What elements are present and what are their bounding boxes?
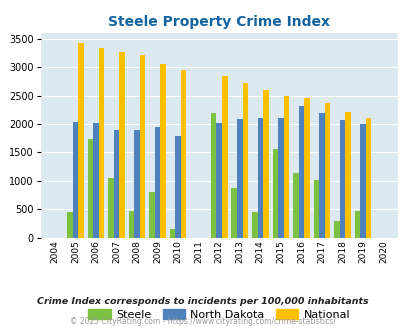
Legend: Steele, North Dakota, National: Steele, North Dakota, National [84,305,354,324]
Bar [72,122,78,238]
Bar [160,64,166,238]
Bar [78,43,83,238]
Bar [262,90,268,238]
Bar [303,98,309,238]
Text: © 2025 CityRating.com - https://www.cityrating.com/crime-statistics/: © 2025 CityRating.com - https://www.city… [70,317,335,326]
Bar [119,52,125,238]
Bar [237,119,242,238]
Bar [298,106,303,238]
Bar [134,130,140,238]
Bar [344,112,350,238]
Bar [140,54,145,238]
Bar [318,113,324,238]
Bar [283,96,288,238]
Bar [242,83,247,238]
Bar [113,130,119,238]
Bar [128,211,134,238]
Bar [292,173,298,238]
Bar [333,221,339,238]
Bar [216,123,222,238]
Bar [108,178,113,238]
Bar [272,149,277,238]
Bar [154,127,160,238]
Bar [87,139,93,238]
Title: Steele Property Crime Index: Steele Property Crime Index [108,15,329,29]
Bar [359,124,365,238]
Bar [252,212,257,238]
Bar [257,118,262,238]
Bar [277,118,283,238]
Bar [231,188,237,238]
Bar [175,136,181,238]
Bar [93,123,98,238]
Bar [149,192,154,238]
Bar [222,76,227,238]
Bar [313,180,318,238]
Text: Crime Index corresponds to incidents per 100,000 inhabitants: Crime Index corresponds to incidents per… [37,297,368,307]
Bar [211,113,216,238]
Bar [354,212,359,238]
Bar [365,118,371,238]
Bar [339,120,344,238]
Bar [181,70,186,238]
Bar [169,228,175,238]
Bar [67,212,72,238]
Bar [324,104,329,238]
Bar [98,48,104,238]
